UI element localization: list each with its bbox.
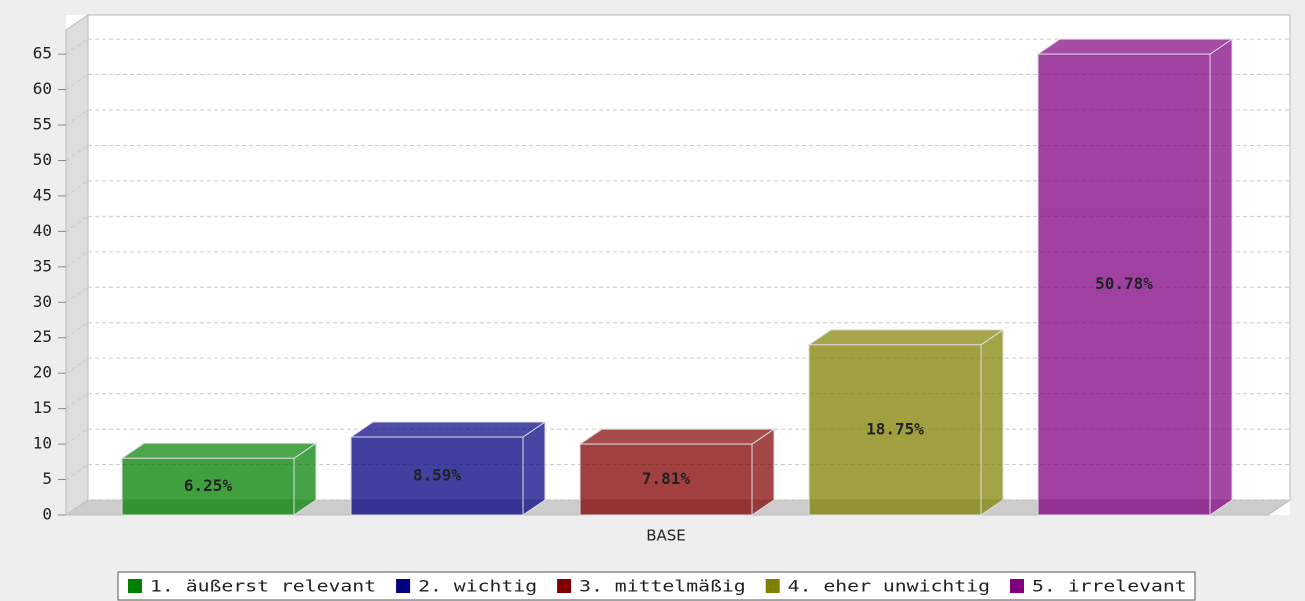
data-label: 7.81% (642, 469, 691, 488)
legend-swatch (1010, 579, 1024, 593)
data-label: 8.59% (413, 466, 462, 485)
legend-items: 1. äußerst relevant 2. wichtig 3. mittelmä… (128, 577, 1187, 596)
bar-top (120, 442, 318, 459)
grid-line (65, 286, 89, 303)
y-tick-label: 60 (33, 79, 52, 98)
y-tick-label: 55 (33, 115, 52, 134)
grid-line (65, 499, 89, 516)
y-tick-label: 40 (33, 221, 52, 240)
bar (808, 344, 982, 516)
grid-line (65, 357, 89, 374)
legend-label: 1. äußerst relevant (150, 577, 376, 596)
legend-label: 2. wichtig (418, 577, 537, 596)
bar-top (807, 329, 1005, 346)
grid-line (65, 180, 89, 197)
grid-line (65, 145, 89, 161)
grid-line (65, 215, 89, 232)
x-tick-label: BASE (646, 527, 686, 545)
y-tick-label: 45 (33, 185, 52, 204)
grid-line (65, 322, 89, 339)
bar (1037, 53, 1211, 516)
y-tick-label: 65 (33, 44, 52, 63)
y-tick-label: 20 (33, 363, 52, 382)
grid-line (65, 109, 89, 126)
y-tick-label: 10 (33, 434, 52, 453)
legend-swatch (765, 579, 780, 593)
y-tick-label: 50 (33, 150, 52, 169)
bar-side (980, 328, 1004, 516)
legend-swatch (396, 579, 411, 593)
data-label: 18.75% (866, 419, 924, 438)
legend-label: 4. eher unwichtig (788, 577, 990, 596)
y-tick-label: 5 (42, 469, 52, 488)
data-label: 50.78% (1095, 274, 1153, 293)
grid-line (65, 464, 89, 480)
data-label: 6.25% (184, 476, 233, 495)
bars: 6.25% 8.59% 7.81% 18.75% 50.78% (120, 38, 1234, 516)
y-tick-label: 30 (33, 292, 52, 311)
legend-label: 5. irrelevant (1032, 577, 1187, 596)
y-tick-label: 25 (33, 327, 52, 346)
bar-side (522, 421, 546, 516)
grid-line (65, 393, 89, 410)
y-tick-label: 0 (42, 505, 52, 524)
legend-swatch (557, 579, 572, 593)
grid-line (65, 38, 89, 55)
bar (579, 443, 753, 516)
bar-top (1036, 38, 1234, 55)
grid-line (65, 251, 89, 268)
y-tick-label: 35 (33, 256, 52, 275)
bar-side (1209, 38, 1233, 516)
bar (121, 457, 295, 516)
y-tick-label: 15 (33, 398, 52, 417)
legend-swatch (128, 579, 142, 593)
bar-top (349, 421, 547, 438)
grid-line (65, 428, 89, 445)
bar (350, 436, 524, 516)
grid-line (65, 74, 89, 90)
bar-top (578, 428, 776, 445)
legend-label: 3. mittelmäßig (579, 577, 746, 596)
